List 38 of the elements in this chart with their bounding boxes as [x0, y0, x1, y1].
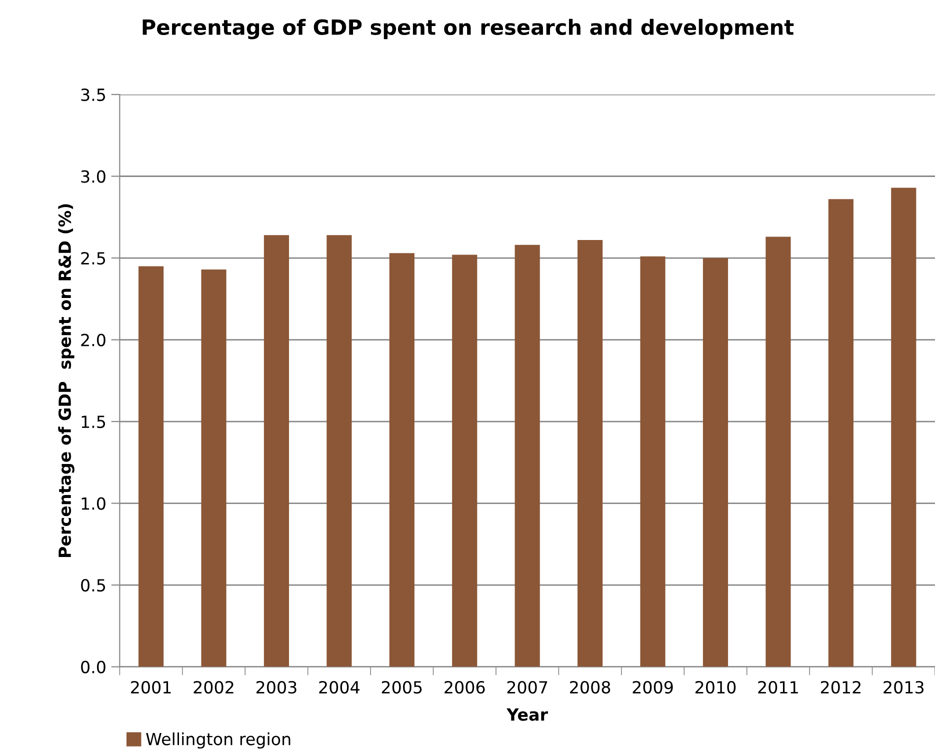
bar: [514, 244, 540, 667]
y-tick-label: 0.0: [81, 660, 106, 674]
bar: [264, 235, 290, 667]
x-tick-label: 2007: [507, 680, 548, 694]
bar: [640, 256, 666, 667]
x-tick-label: 2012: [820, 680, 860, 694]
y-axis-title: Percentage of GDP spent on R&D (%): [58, 204, 74, 557]
bar: [138, 266, 164, 667]
bar: [326, 235, 352, 667]
y-tick-label: 3.5: [81, 88, 106, 102]
chart-title: Percentage of GDP spent on research and development: [142, 18, 794, 40]
x-tick-label: 2003: [256, 680, 296, 694]
bar: [891, 188, 916, 667]
x-tick-label: 2008: [570, 680, 610, 694]
bar: [702, 258, 728, 667]
bar: [389, 253, 414, 667]
y-tick-label: 0.5: [81, 579, 106, 592]
x-tick-label: 2009: [632, 680, 673, 694]
bar: [828, 199, 854, 667]
y-tick-label: 1.0: [82, 497, 106, 510]
y-tick-label: 2.5: [81, 252, 106, 265]
x-tick-label: 2004: [319, 680, 360, 694]
x-axis-title: Year: [506, 708, 548, 721]
x-tick-label: 2005: [382, 680, 422, 694]
y-tick-label: 3.0: [81, 170, 106, 183]
x-tick-label: 2011: [758, 680, 798, 694]
y-tick-label: 1.5: [82, 416, 106, 428]
bar: [201, 269, 226, 667]
y-tick-label: 2.0: [81, 334, 106, 346]
x-tick-label: 2006: [444, 680, 485, 694]
x-tick-label: 2001: [131, 680, 171, 694]
bar: [766, 236, 791, 667]
x-tick-label: 2002: [194, 680, 234, 694]
legend-label: Wellington region: [146, 732, 290, 749]
x-tick-label: 2010: [696, 680, 736, 694]
x-tick-label: 2013: [884, 680, 924, 694]
bar: [578, 240, 603, 667]
bar: [452, 254, 478, 667]
